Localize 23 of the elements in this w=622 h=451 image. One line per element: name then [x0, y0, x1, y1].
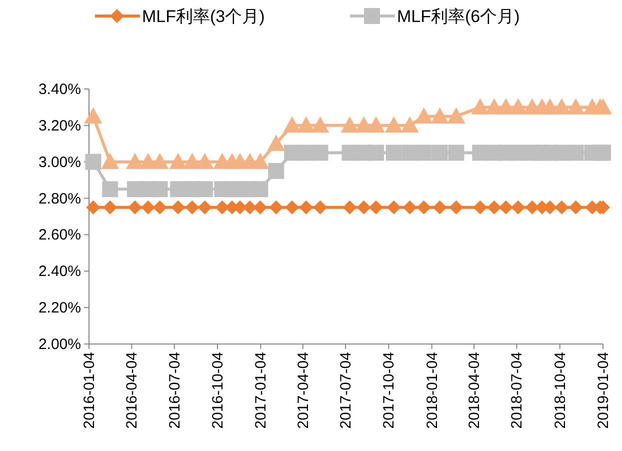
x-tick-label: 2019-01-04 — [595, 352, 612, 429]
x-tick-label: 2017-07-04 — [338, 352, 355, 429]
x-tick-label: 2016-04-04 — [124, 352, 141, 429]
x-tick-label: 2018-10-04 — [552, 352, 569, 429]
y-tick-label: 3.20% — [38, 117, 81, 134]
x-tick-label: 2018-07-04 — [508, 352, 526, 429]
x-tick-label: 2017-01-04 — [252, 352, 270, 429]
y-tick-label: 3.40% — [38, 81, 81, 98]
x-tick-label: 2017-04-04 — [294, 352, 312, 429]
y-tick-label: 3.00% — [38, 154, 81, 171]
x-tick-label: 2018-01-04 — [424, 352, 441, 429]
y-tick-label: 2.80% — [38, 190, 81, 208]
legend-label: MLF利率(3个月) — [142, 7, 265, 26]
y-tick-label: 2.60% — [38, 226, 81, 244]
y-tick-label: 2.20% — [38, 300, 81, 317]
y-tick-label: 2.00% — [38, 336, 81, 353]
y-tick-label: 2.40% — [38, 263, 81, 280]
x-tick-label: 2016-01-04 — [81, 352, 98, 429]
x-tick-label: 2016-10-04 — [210, 352, 226, 429]
x-tick-label: 2017-10-04 — [380, 352, 398, 429]
legend-label: MLF利率(6个月) — [397, 7, 520, 26]
x-tick-label: 2016-07-04 — [166, 352, 184, 429]
x-tick-label: 2018-04-04 — [466, 352, 484, 429]
